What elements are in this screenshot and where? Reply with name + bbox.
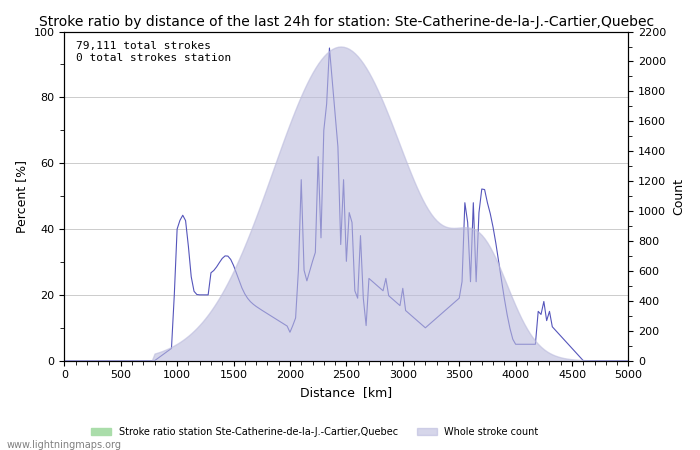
Legend: Stroke ratio station Ste-Catherine-de-la-J.-Cartier,Quebec, Whole stroke count: Stroke ratio station Ste-Catherine-de-la… [88,423,542,441]
Y-axis label: Percent [%]: Percent [%] [15,160,28,233]
Text: www.lightningmaps.org: www.lightningmaps.org [7,440,122,450]
X-axis label: Distance  [km]: Distance [km] [300,386,393,399]
Y-axis label: Count: Count [672,178,685,215]
Text: 79,111 total strokes
0 total strokes station: 79,111 total strokes 0 total strokes sta… [76,41,231,63]
Title: Stroke ratio by distance of the last 24h for station: Ste-Catherine-de-la-J.-Car: Stroke ratio by distance of the last 24h… [38,15,654,29]
